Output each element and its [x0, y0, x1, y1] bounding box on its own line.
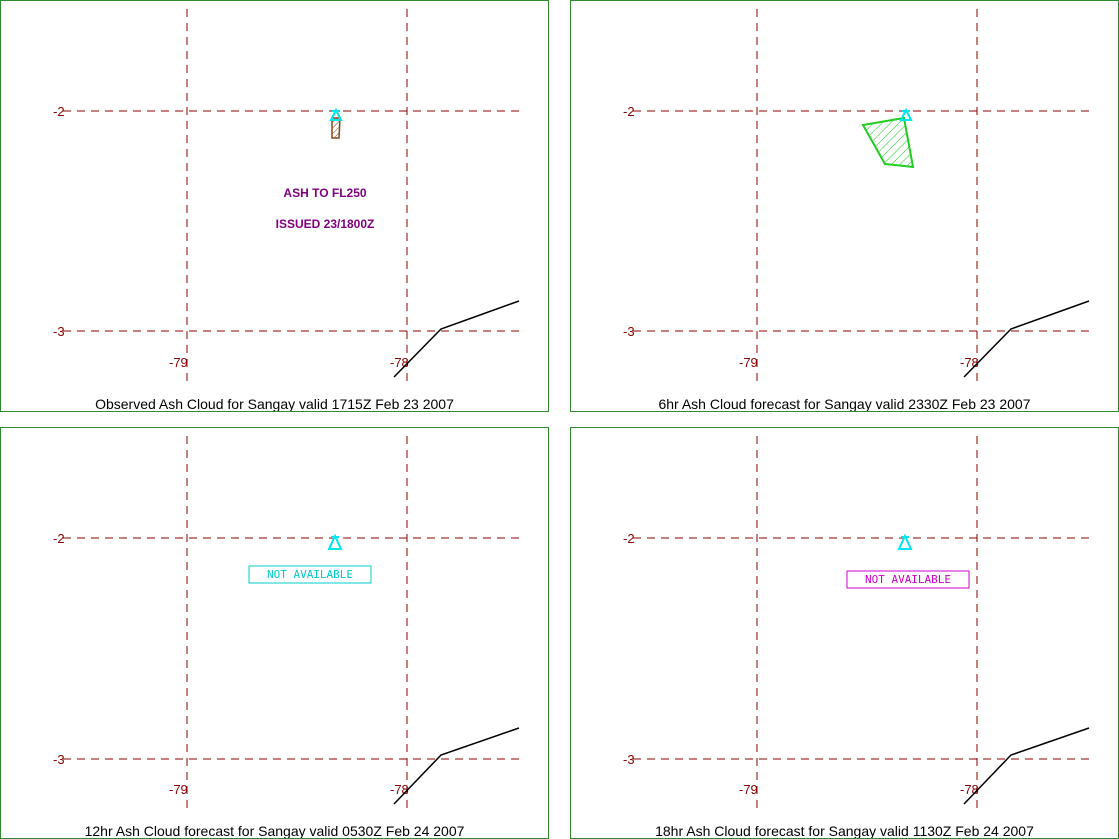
not-available-box: NOT AVAILABLE — [846, 570, 970, 589]
lat-label-top: -2 — [623, 104, 635, 119]
lat-label-top: -2 — [53, 531, 65, 546]
map-canvas: -2 -3 -79 -78 ASH TO FL250 ISSUED 23/180… — [53, 9, 520, 381]
coastline — [393, 727, 520, 805]
issued-note: ISSUED 23/1800Z — [276, 217, 375, 231]
lat-label-top: -2 — [623, 531, 635, 546]
lon-label-right: -78 — [390, 355, 409, 370]
not-available-text: NOT AVAILABLE — [865, 573, 951, 586]
panel-caption: 6hr Ash Cloud forecast for Sangay valid … — [658, 396, 1031, 412]
lon-label-left: -79 — [169, 355, 188, 370]
map-canvas: -2 -3 -79 -78 NOT AVAILABLE — [623, 436, 1090, 808]
ash-map-panel-observed: -2 -3 -79 -78 ASH TO FL250 ISSUED 23/180… — [0, 0, 549, 412]
lat-label-bottom: -3 — [53, 324, 65, 339]
coastline — [963, 300, 1090, 378]
coastline — [393, 300, 520, 378]
lon-label-left: -79 — [739, 782, 758, 797]
volcano-triangle-icon — [897, 533, 913, 550]
volcano-triangle-icon — [327, 533, 343, 550]
lon-label-right: -78 — [960, 782, 979, 797]
lon-label-left: -79 — [739, 355, 758, 370]
ash-height-note: ASH TO FL250 — [283, 186, 366, 200]
ash-map-panel-6hr: -2 -3 -79 -78 6hr Ash Cloud forecast for… — [570, 0, 1119, 412]
not-available-text: NOT AVAILABLE — [267, 568, 353, 581]
lon-label-left: -79 — [169, 782, 188, 797]
lat-label-bottom: -3 — [53, 752, 65, 767]
volcano-triangle-icon — [899, 107, 913, 121]
forecast-ash-cloud — [861, 116, 915, 169]
map-canvas: -2 -3 -79 -78 NOT AVAILABLE — [53, 436, 520, 808]
ash-map-panel-18hr: -2 -3 -79 -78 NOT AVAILABLE 18hr Ash Clo… — [570, 427, 1119, 839]
ash-map-panel-12hr: -2 -3 -79 -78 NOT AVAILABLE 12hr Ash Clo… — [0, 427, 549, 839]
panel-caption: 18hr Ash Cloud forecast for Sangay valid… — [655, 823, 1034, 839]
panel-caption: Observed Ash Cloud for Sangay valid 1715… — [95, 396, 454, 412]
map-canvas: -2 -3 -79 -78 — [623, 9, 1090, 381]
lon-label-right: -78 — [960, 355, 979, 370]
lat-label-bottom: -3 — [623, 752, 635, 767]
lat-label-bottom: -3 — [623, 324, 635, 339]
lon-label-right: -78 — [390, 782, 409, 797]
not-available-box: NOT AVAILABLE — [248, 565, 372, 584]
coastline — [963, 727, 1090, 805]
lat-label-top: -2 — [53, 104, 65, 119]
panel-caption: 12hr Ash Cloud forecast for Sangay valid… — [84, 823, 465, 839]
volcano-triangle-icon — [329, 107, 343, 121]
